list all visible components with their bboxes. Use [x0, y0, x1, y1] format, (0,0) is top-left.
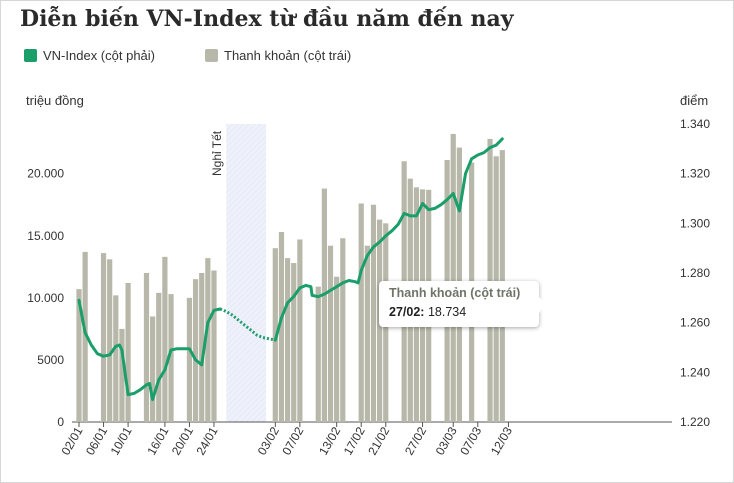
liquidity-bar	[284, 258, 291, 422]
liquidity-bar	[168, 294, 174, 422]
liquidity-bar	[364, 245, 370, 422]
legend-swatch-liquidity	[205, 49, 218, 62]
right-axis-tick: 1.280	[680, 266, 710, 280]
x-axis-tick-label: 13/02	[316, 424, 343, 457]
liquidity-bar	[192, 279, 199, 422]
left-axis-tick: 10.000	[27, 291, 64, 305]
liquidity-bar	[100, 253, 107, 422]
liquidity-bar	[334, 276, 340, 422]
x-axis-tick-label: 03/03	[433, 424, 460, 457]
chart-title: Diễn biến VN-Index từ đầu năm đến nay	[20, 6, 514, 32]
liquidity-bar	[76, 289, 82, 422]
left-axis-tick: 15.000	[27, 229, 64, 243]
liquidity-bar	[370, 204, 377, 422]
tooltip-arrow	[539, 297, 547, 313]
holiday-band	[226, 124, 267, 422]
liquidity-bar	[327, 245, 334, 422]
x-axis-tick-label: 07/02	[279, 424, 306, 457]
liquidity-bar	[125, 282, 131, 422]
liquidity-bar	[321, 188, 327, 422]
legend-label-vnindex: VN-Index (cột phải)	[43, 48, 155, 63]
tooltip-value: 18.734	[427, 305, 467, 319]
right-axis-tick: 1.340	[680, 117, 710, 131]
x-axis-tick-label: 27/02	[402, 424, 429, 457]
left-axis-title: triệu đồng	[26, 93, 84, 108]
liquidity-bar	[291, 263, 297, 422]
x-axis-tick-label: 20/01	[169, 424, 196, 457]
liquidity-bar	[113, 295, 119, 422]
left-axis-tick: 0	[57, 415, 64, 429]
liquidity-bar	[340, 238, 346, 422]
liquidity-bar	[156, 292, 162, 422]
liquidity-bar	[199, 273, 205, 422]
x-axis-tick-label: 07/03	[457, 424, 484, 457]
x-axis-tick-label: 12/03	[488, 424, 515, 457]
legend-item-liquidity[interactable]: Thanh khoản (cột trái)	[205, 48, 351, 63]
liquidity-bar	[278, 232, 285, 422]
liquidity-bar	[297, 239, 303, 422]
tooltip: Thanh khoản (cột trái) 27/02: 18.734	[379, 281, 547, 327]
liquidity-bar	[82, 251, 88, 422]
x-axis-tick-label: 16/01	[144, 424, 171, 457]
liquidity-bar	[186, 297, 193, 422]
vnindex-line	[77, 298, 222, 402]
liquidity-bar	[143, 273, 150, 422]
right-axis-tick: 1.240	[680, 365, 710, 379]
liquidity-bar	[162, 256, 168, 422]
liquidity-bar	[315, 286, 321, 422]
right-axis-tick: 1.300	[680, 216, 710, 230]
liquidity-bar	[205, 258, 211, 422]
tooltip-date: 27/02:	[389, 305, 425, 319]
liquidity-bar	[487, 138, 493, 422]
liquidity-bar	[107, 259, 113, 422]
x-axis-tick-label: 03/02	[255, 424, 282, 457]
x-axis-tick-label: 02/01	[58, 424, 85, 457]
liquidity-bar	[119, 328, 125, 422]
liquidity-bar	[150, 316, 156, 422]
left-axis-tick: 20.000	[27, 167, 64, 181]
liquidity-bar	[358, 203, 364, 422]
right-axis-tick: 1.220	[680, 415, 710, 429]
liquidity-bar	[211, 270, 217, 422]
right-axis-tick: 1.320	[680, 167, 710, 181]
left-axis-tick: 5000	[37, 353, 64, 367]
vnindex-line-holiday	[219, 307, 276, 342]
right-axis-title: điểm	[680, 93, 709, 108]
liquidity-bar	[450, 133, 456, 422]
holiday-label: Nghỉ Tết	[210, 130, 224, 176]
legend-swatch-vnindex	[24, 49, 37, 62]
legend-item-vnindex[interactable]: VN-Index (cột phải)	[24, 48, 155, 63]
vnindex-line	[273, 137, 504, 342]
x-axis-tick-label: 10/01	[108, 424, 135, 457]
right-axis-tick: 1.260	[680, 316, 710, 330]
legend-label-liquidity: Thanh khoản (cột trái)	[224, 48, 352, 63]
x-axis-tick-label: 17/02	[341, 424, 368, 457]
x-axis-tick-label: 24/01	[193, 424, 220, 457]
tooltip-title: Thanh khoản (cột trái)	[389, 286, 521, 300]
x-axis-tick-label: 06/01	[83, 424, 110, 457]
tooltip-row: 27/02: 18.734	[389, 305, 529, 319]
x-axis-tick-label: 21/02	[365, 424, 392, 457]
